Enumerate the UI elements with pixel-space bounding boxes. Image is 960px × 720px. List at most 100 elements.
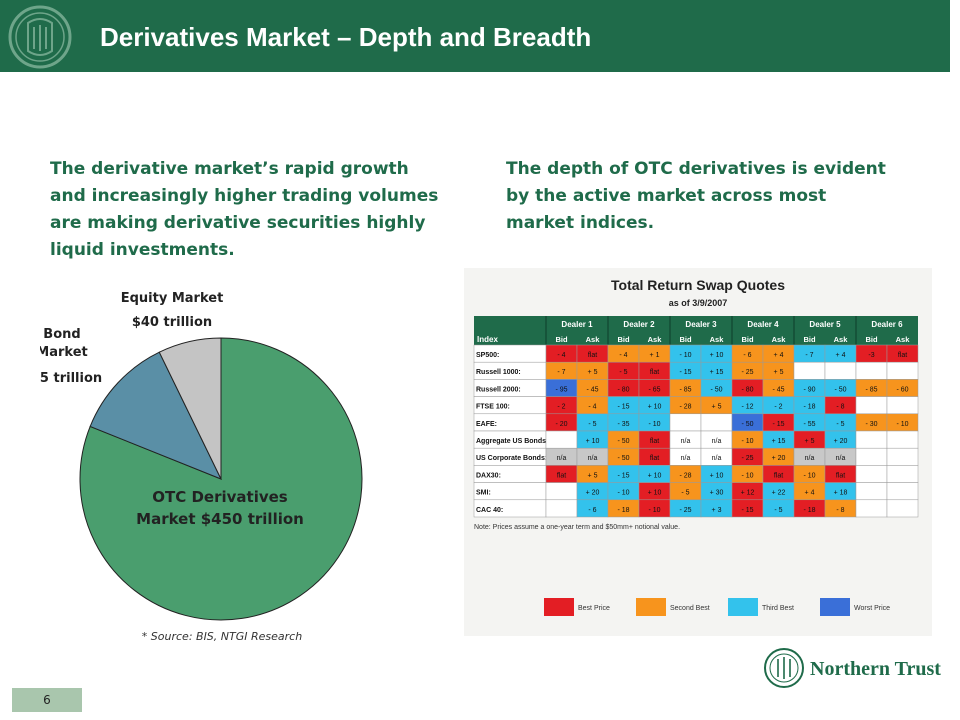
pie-slice-2 [158, 337, 222, 480]
index-row-label: DAX30: [476, 472, 501, 479]
legend-swatch [728, 598, 758, 616]
legend-label: Worst Price [854, 605, 890, 612]
quote-value: flat [588, 352, 597, 359]
bid-ask-header: Ask [648, 335, 663, 344]
swap-table-title: Total Return Swap Quotes [611, 277, 785, 293]
index-row-label: Russell 1000: [476, 369, 521, 376]
quote-value: + 10 [710, 352, 724, 359]
northern-trust-logo: Northern Trust [764, 648, 941, 688]
quote-value: - 80 [617, 386, 629, 393]
dealer-header: Dealer 1 [561, 320, 593, 329]
quote-value: flat [898, 352, 907, 359]
quote-value: - 90 [803, 386, 815, 393]
quote-value: - 12 [741, 404, 753, 411]
intro-text-right: The depth of OTC derivatives is evident … [506, 159, 886, 233]
otc-label-line1: OTC Derivatives [152, 488, 288, 506]
quote-value: + 10 [710, 472, 724, 479]
quote-cell [855, 430, 888, 449]
quote-value: + 5 [774, 369, 784, 376]
market-size-pie-chart: Equity Market $40 trillion Bond Market $… [40, 291, 363, 643]
title-bar: Derivatives Market – Depth and Breadth [0, 0, 950, 72]
quote-value: + 10 [648, 490, 662, 497]
quote-cell [855, 465, 888, 483]
quote-value: - 8 [836, 507, 844, 514]
quote-cell [886, 396, 919, 415]
quote-value: - 5 [619, 369, 627, 376]
quote-value: n/a [681, 438, 691, 445]
quote-value: n/a [588, 455, 598, 462]
legend-swatch [820, 598, 850, 616]
quote-value: - 45 [772, 386, 784, 393]
quote-value: - 50 [617, 455, 629, 462]
quote-value: - 65 [648, 386, 660, 393]
quote-value: + 4 [836, 352, 846, 359]
quote-value: - 18 [617, 507, 629, 514]
quote-value: + 5 [712, 404, 722, 411]
quote-value: - 10 [741, 438, 753, 445]
quote-cell [886, 361, 919, 380]
swap-quotes-table-image: Total Return Swap Quotes as of 3/9/2007 In… [464, 268, 932, 636]
index-row-label: US Corporate Bonds: [476, 455, 547, 462]
bond-label-line2: Market [40, 345, 88, 360]
bid-ask-header: Ask [586, 335, 601, 344]
quote-value: - 28 [679, 472, 691, 479]
quote-value: - 5 [836, 421, 844, 428]
quote-value: - 28 [679, 404, 691, 411]
quote-value: - 5 [681, 490, 689, 497]
quote-value: - 15 [679, 369, 691, 376]
quote-value: - 95 [555, 386, 567, 393]
quote-value: + 4 [805, 490, 815, 497]
quote-value: + 5 [588, 369, 598, 376]
bid-ask-header: Ask [772, 335, 787, 344]
index-row-label: EAFE: [476, 421, 497, 428]
dealer-header: Dealer 4 [747, 320, 779, 329]
quote-value: + 4 [774, 352, 784, 359]
bid-ask-header: Ask [834, 335, 849, 344]
legend-swatch [544, 598, 574, 616]
quote-value: - 15 [741, 507, 753, 514]
quote-value: - 25 [741, 369, 753, 376]
quote-cell [886, 499, 919, 518]
quote-value: + 18 [834, 490, 848, 497]
bid-ask-header: Ask [896, 335, 911, 344]
bid-ask-header: Bid [617, 335, 630, 344]
quote-value: + 15 [710, 369, 724, 376]
legend-label: Second Best [670, 605, 710, 612]
quote-cell [545, 482, 578, 501]
page-number: 6 [43, 693, 51, 707]
quote-cell [545, 499, 578, 518]
dealer-header: Dealer 2 [623, 320, 655, 329]
index-header: Index [477, 335, 498, 344]
bid-ask-header: Bid [741, 335, 754, 344]
bid-ask-header: Bid [679, 335, 692, 344]
quote-value: - 15 [617, 404, 629, 411]
quote-value: - 50 [834, 386, 846, 393]
quote-cell [855, 447, 888, 466]
quote-value: - 10 [648, 421, 660, 428]
pie-slice-1 [89, 351, 223, 480]
quote-value: - 80 [741, 386, 753, 393]
quote-value: - 4 [557, 352, 565, 359]
quote-value: - 4 [588, 404, 596, 411]
quote-value: - 7 [557, 369, 565, 376]
northern-trust-seal-icon [8, 5, 72, 69]
quote-value: + 10 [586, 438, 600, 445]
quote-value: - 2 [557, 404, 565, 411]
quote-cell [855, 499, 888, 518]
quote-value: - 50 [617, 438, 629, 445]
quote-value: + 10 [648, 472, 662, 479]
quote-value: - 4 [619, 352, 627, 359]
quote-cell [886, 430, 919, 449]
quote-value: - 5 [588, 421, 596, 428]
quote-value: - 15 [772, 421, 784, 428]
quote-value: flat [836, 472, 845, 479]
quote-value: + 3 [712, 507, 722, 514]
quote-value: flat [557, 472, 566, 479]
otc-label-line2: Market $450 trillion [136, 510, 304, 528]
quote-value: + 5 [588, 472, 598, 479]
quote-cell [886, 465, 919, 483]
quote-value: -3 [868, 352, 874, 359]
quote-value: - 45 [586, 386, 598, 393]
quote-cell [855, 361, 888, 380]
intro-text-left: The derivative market’s rapid growth and… [50, 159, 439, 260]
